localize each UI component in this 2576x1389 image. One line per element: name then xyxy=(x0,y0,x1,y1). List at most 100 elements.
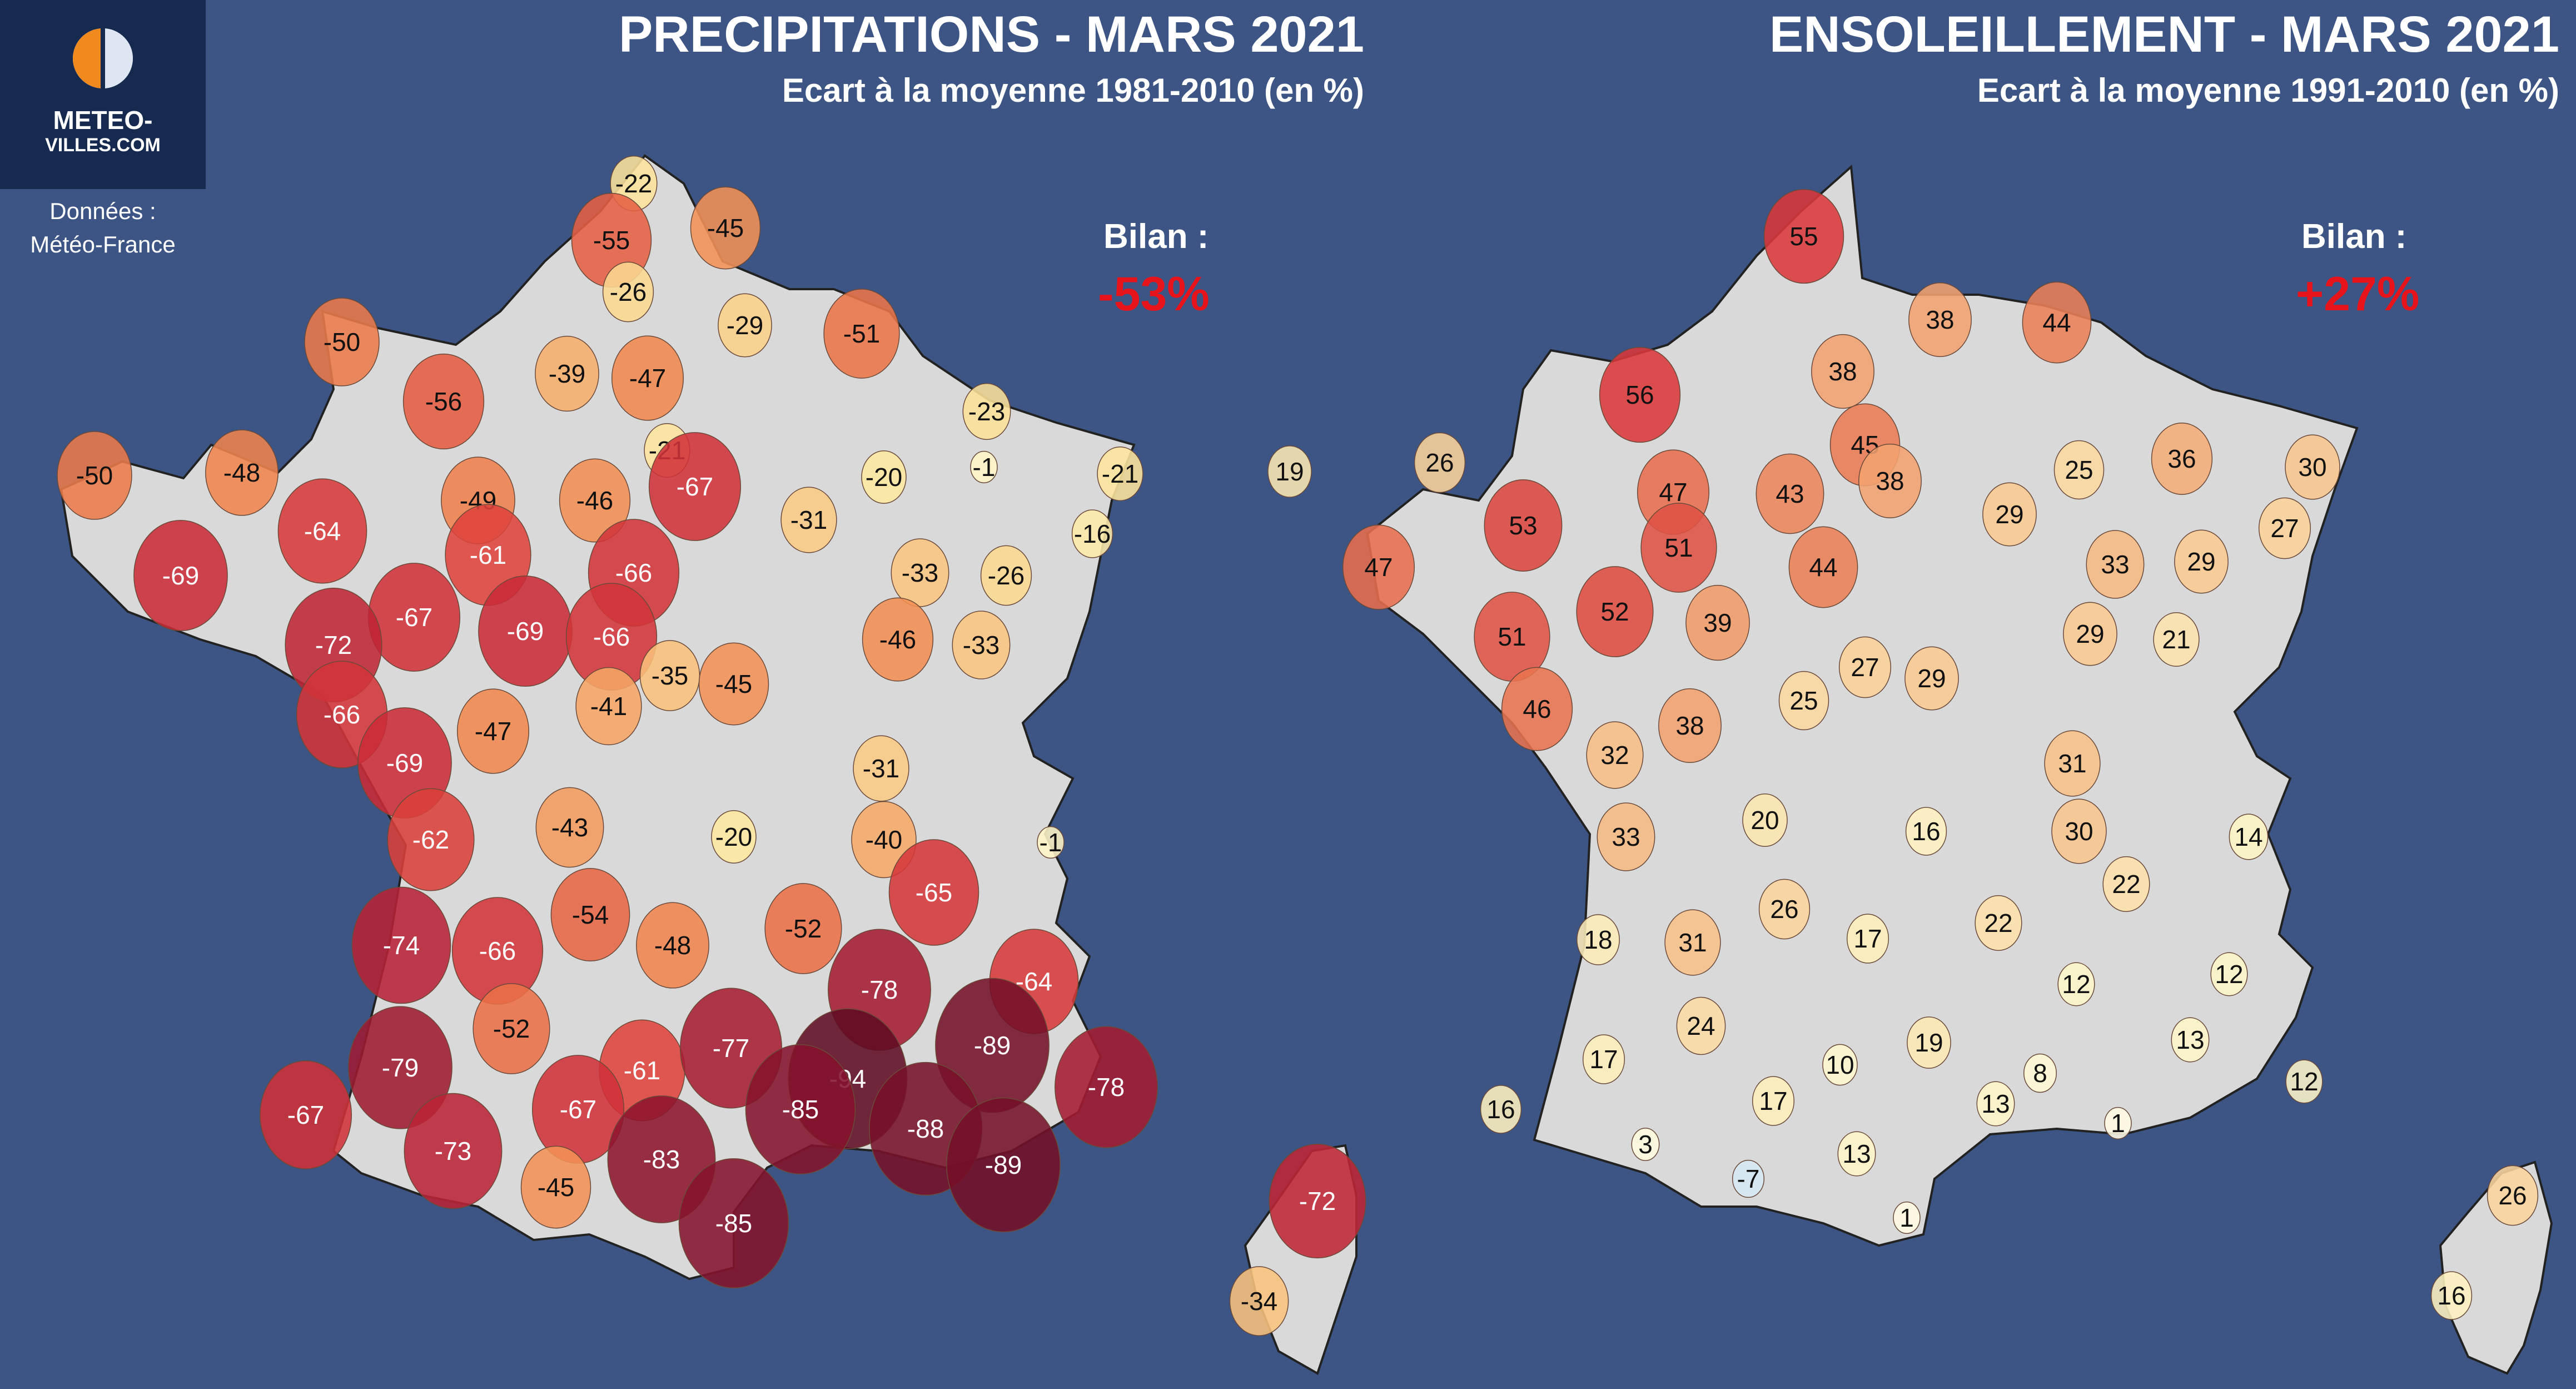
precip-station-68: -45 xyxy=(520,1145,591,1229)
sun-station-14: 53 xyxy=(1484,479,1563,572)
sun-value-label: 22 xyxy=(1984,909,2012,937)
precip-station-67: -89 xyxy=(946,1097,1061,1233)
sun-value-label: 47 xyxy=(1364,553,1393,582)
precip-value-label: -88 xyxy=(907,1114,944,1143)
sun-marker xyxy=(2430,1271,2473,1320)
meteo-villes-logo: METEO- VILLES.COM xyxy=(0,0,206,189)
sun-marker xyxy=(1858,443,1922,519)
sun-value-label: 47 xyxy=(1659,478,1687,507)
sun-marker xyxy=(1484,479,1563,572)
sun-station-18: 51 xyxy=(1640,503,1717,593)
sun-value-label: 55 xyxy=(1789,222,1818,251)
sun-value-label: 13 xyxy=(1842,1139,1871,1168)
sun-station-3: 38 xyxy=(1811,334,1874,409)
precip-station-41: -43 xyxy=(535,787,604,868)
precip-station-55: -89 xyxy=(935,978,1050,1113)
precip-value-label: -29 xyxy=(727,311,763,340)
precip-value-label: -33 xyxy=(963,631,999,659)
sun-value-label: 12 xyxy=(2062,970,2090,999)
sun-value-label: 33 xyxy=(1612,822,1640,851)
sun-marker xyxy=(1597,802,1655,871)
sun-value-label: 27 xyxy=(2270,514,2299,543)
precip-value-label: -77 xyxy=(713,1034,749,1063)
precip-station-28: -67 xyxy=(367,563,461,672)
sun-station-56: 13 xyxy=(1976,1081,2015,1127)
precip-station-48: -74 xyxy=(351,886,451,1004)
sun-marker xyxy=(2487,1165,2539,1226)
precip-marker xyxy=(205,429,279,516)
precip-marker xyxy=(611,335,684,421)
sun-marker xyxy=(1752,1076,1795,1126)
sun-station-8: 25 xyxy=(2053,440,2105,500)
sun-value-label: 38 xyxy=(1926,305,1954,334)
precip-marker xyxy=(535,335,599,412)
precip-station-22: -16 xyxy=(1071,509,1113,558)
precip-station-49: -66 xyxy=(451,897,544,1005)
precip-value-label: -21 xyxy=(1102,459,1138,488)
precip-value-label: -52 xyxy=(785,914,822,943)
sun-marker xyxy=(2053,440,2105,500)
sun-station-33: 31 xyxy=(2044,730,2101,797)
precip-value-label: -66 xyxy=(615,558,652,587)
precip-value-label: -79 xyxy=(382,1053,419,1082)
precip-station-12: -48 xyxy=(205,429,279,516)
sun-station-60: -7 xyxy=(1732,1159,1765,1198)
precip-marker xyxy=(387,788,475,891)
sun-value-label: 16 xyxy=(2437,1281,2465,1310)
precip-marker xyxy=(690,186,761,270)
sun-marker xyxy=(1904,646,1959,711)
sun-value-label: 39 xyxy=(1703,608,1732,637)
left-bilan-value: -53% xyxy=(1098,267,1210,321)
sun-value-label: 13 xyxy=(1981,1089,2010,1118)
precip-value-label: -16 xyxy=(1074,519,1111,548)
sun-station-31: 38 xyxy=(1658,688,1722,763)
precip-marker xyxy=(259,1060,352,1169)
precip-station-21: -31 xyxy=(780,487,837,553)
precip-value-label: -52 xyxy=(493,1014,530,1043)
sun-value-label: 38 xyxy=(1876,467,1904,495)
precip-value-label: -67 xyxy=(396,603,432,632)
sun-marker xyxy=(1838,636,1892,698)
sun-value-label: 29 xyxy=(1917,664,1946,693)
sun-marker xyxy=(2044,730,2101,797)
sun-station-22: 52 xyxy=(1576,566,1654,657)
sun-value-label: 25 xyxy=(1789,686,1818,715)
precip-value-label: -50 xyxy=(76,461,113,490)
precip-value-label: -54 xyxy=(572,900,609,929)
precip-marker xyxy=(550,867,630,962)
sun-value-label: 46 xyxy=(1523,694,1551,723)
sun-value-label: 3 xyxy=(1638,1130,1653,1159)
sun-marker xyxy=(2104,1107,2132,1140)
precip-station-14: -1 xyxy=(970,450,998,484)
precip-marker xyxy=(351,886,451,1004)
sun-station-11: 38 xyxy=(1858,443,1922,519)
precip-value-label: -35 xyxy=(652,661,688,690)
sun-value-label: 51 xyxy=(1498,622,1526,651)
precip-value-label: -45 xyxy=(715,669,752,698)
precip-marker xyxy=(1097,446,1143,502)
sun-station-20: 29 xyxy=(2174,529,2229,594)
sun-value-label: 56 xyxy=(1625,380,1654,409)
precip-station-20: -64 xyxy=(277,478,367,584)
sun-station-50: 17 xyxy=(1582,1034,1625,1084)
precip-value-label: -72 xyxy=(315,631,352,659)
sun-marker xyxy=(2171,1017,2210,1063)
sun-station-39: 22 xyxy=(2102,856,2150,912)
precip-value-label: -67 xyxy=(677,472,713,501)
right-title: ENSOLEILLEMENT - MARS 2021 xyxy=(1769,6,2559,63)
sun-marker xyxy=(2151,423,2213,495)
sun-value-label: 17 xyxy=(1853,924,1882,953)
sun-marker xyxy=(1640,503,1717,593)
precip-value-label: -33 xyxy=(902,558,938,587)
sun-value-label: 8 xyxy=(2033,1059,2047,1088)
sun-station-29: 46 xyxy=(1501,667,1573,751)
precip-station-60: -78 xyxy=(1055,1026,1158,1148)
sun-marker xyxy=(1811,334,1874,409)
sun-marker xyxy=(1763,188,1844,284)
precip-value-label: -61 xyxy=(470,540,506,569)
sun-value-label: 19 xyxy=(1914,1028,1943,1057)
sun-marker xyxy=(2023,1053,2057,1093)
sun-value-label: 36 xyxy=(2167,444,2196,473)
sun-station-46: 12 xyxy=(2210,952,2248,996)
precip-value-label: -69 xyxy=(162,561,199,590)
